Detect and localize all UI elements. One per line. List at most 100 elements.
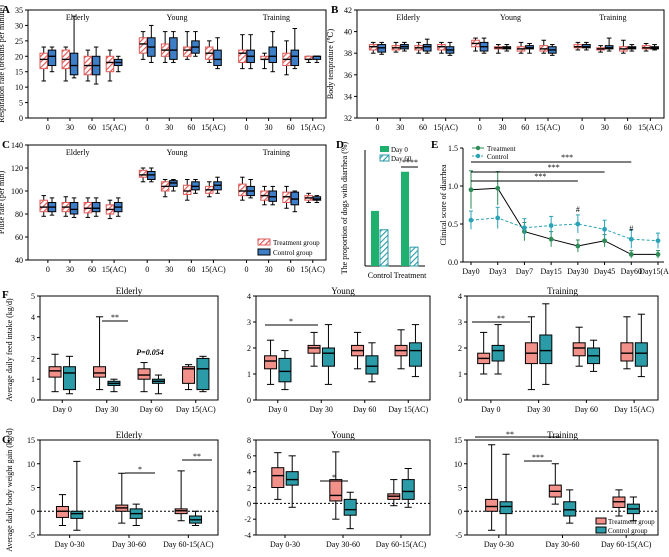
panel-A-y-ticklabel: 30 — [15, 21, 23, 30]
significance-stars: * — [138, 465, 142, 474]
box-treatment — [39, 199, 48, 213]
x-ticklabel: 60 — [419, 123, 427, 132]
group-title: Young — [167, 148, 188, 157]
box-control — [365, 355, 379, 375]
y-axis-label: Average daily body weight gain (kg/d) — [5, 428, 14, 552]
x-ticklabel: 15(AC) — [102, 265, 127, 274]
panel-G-1-y-ticklabel: 8 — [247, 436, 251, 445]
panel-B-y-ticklabel: 40 — [344, 28, 352, 37]
panel-G-0-y-ticklabel: 0 — [31, 507, 35, 516]
x-ticklabel: Day 15(AC) — [614, 405, 654, 414]
panel-B-frame — [356, 9, 665, 119]
point-treatment — [602, 238, 607, 244]
x-ticklabel: 30 — [499, 123, 507, 132]
panel-label: G — [2, 434, 11, 446]
x-ticklabel: 30 — [165, 265, 173, 274]
x-ticklabel: Day 60 — [575, 405, 598, 414]
panel-label: A — [2, 4, 10, 16]
panel-A-y-ticklabel: 25 — [15, 37, 23, 46]
box-treatment — [238, 49, 247, 63]
panel-title: Elderly — [116, 286, 143, 296]
point-treatment — [548, 236, 554, 242]
point-treatment — [468, 187, 474, 193]
x-ticklabel: Day 60-15(AC) — [601, 540, 652, 549]
box-control — [499, 501, 513, 515]
panel-C-y-ticklabel: 100 — [11, 187, 23, 196]
point-control — [495, 215, 501, 221]
significance-stars: *** — [532, 453, 544, 462]
y-ticklabel: 0.5 — [448, 220, 458, 229]
box-control — [285, 471, 299, 486]
legend-label: Treatment group — [608, 518, 655, 526]
y-axis-label: Body temprature (℃) — [326, 29, 335, 100]
x-ticklabel: Day 30-60 — [326, 540, 360, 549]
box-control — [278, 357, 292, 383]
x-ticklabel: 60 — [187, 265, 195, 274]
x-ticklabel: 60 — [521, 123, 529, 132]
box-treatment — [182, 46, 192, 57]
x-ticklabel: Day0 — [462, 267, 479, 276]
significance-stars: ** — [506, 430, 514, 439]
box-control — [69, 202, 79, 215]
x-ticklabel: 0 — [245, 265, 249, 274]
panel-G-1-y-ticklabel: 6 — [247, 452, 251, 461]
x-ticklabel: Day 15(AC) — [176, 405, 216, 414]
y-ticklabel: 1.5 — [448, 144, 458, 153]
x-ticklabel: Day 0-30 — [270, 540, 300, 549]
legend-marker-control — [475, 153, 481, 159]
x-ticklabel: Day60 — [621, 267, 642, 276]
significance-stars: ** — [497, 314, 505, 323]
box-control — [268, 46, 277, 63]
legend-marker-treatment — [475, 145, 481, 151]
point-control — [602, 226, 607, 232]
x-ticklabel: Day 0 — [53, 405, 72, 414]
x-ticklabel: Day 30 — [95, 405, 118, 414]
panel-F-1-y-ticklabel: 4 — [247, 292, 251, 301]
legend-label: Treatment group — [273, 239, 320, 247]
panel-A-y-ticklabel: 10 — [15, 83, 23, 92]
x-ticklabel: 0 — [580, 123, 584, 132]
panel-F-0-y-ticklabel: 1 — [31, 375, 35, 384]
y-axis-label: Clinical score of diarrhea — [439, 164, 448, 246]
x-ticklabel: 60 — [88, 265, 96, 274]
y-axis-label: Pluse rate (per min) — [0, 171, 6, 235]
panel-G-2-y-ticklabel: 10 — [454, 460, 462, 469]
x-ticklabel: Day30 — [567, 267, 588, 276]
panel-label: F — [2, 289, 9, 301]
panel-label: B — [331, 4, 339, 16]
panel-title: Young — [331, 286, 355, 296]
box-treatment — [138, 169, 148, 178]
box-control — [290, 49, 300, 67]
panel-F-2-y-ticklabel: 3 — [458, 318, 462, 327]
panel-C-y-ticklabel: 140 — [11, 141, 23, 150]
box-control — [321, 347, 335, 367]
y-axis-label: Average daily feed intake (kg/d) — [5, 298, 14, 402]
bar-day0 — [371, 210, 379, 266]
x-ticklabel: 15(AC) — [536, 123, 561, 132]
panel-F-1-y-ticklabel: 1 — [247, 370, 251, 379]
point-control — [522, 225, 527, 231]
significance-stars: *** — [534, 172, 546, 181]
x-ticklabel: 30 — [66, 123, 74, 132]
box-treatment — [182, 366, 196, 384]
group-title: Elderly — [396, 13, 420, 22]
x-ticklabel: Day 0-30 — [55, 540, 85, 549]
significance-stars: ** — [193, 452, 201, 461]
panel-C-y-ticklabel: 80 — [15, 210, 23, 219]
point-treatment — [575, 243, 581, 249]
significance-stars: * — [289, 317, 293, 326]
legend-label: Control — [487, 153, 508, 161]
x-ticklabel: 60 — [287, 265, 295, 274]
significance-stars: *** — [561, 153, 573, 162]
box-treatment — [271, 467, 285, 489]
panel-B-y-ticklabel: 36 — [344, 71, 352, 80]
legend-swatch-control — [595, 526, 607, 534]
panel-G-1-y-ticklabel: 2 — [247, 484, 251, 493]
legend-label: Treatment — [487, 145, 516, 153]
box-control — [91, 202, 101, 213]
point-treatment — [495, 185, 501, 191]
box-control — [70, 510, 84, 519]
x-ticklabel: 0 — [46, 265, 50, 274]
x-ticklabel: Day 30 — [527, 405, 550, 414]
x-ticklabel: 15(AC) — [433, 123, 458, 132]
